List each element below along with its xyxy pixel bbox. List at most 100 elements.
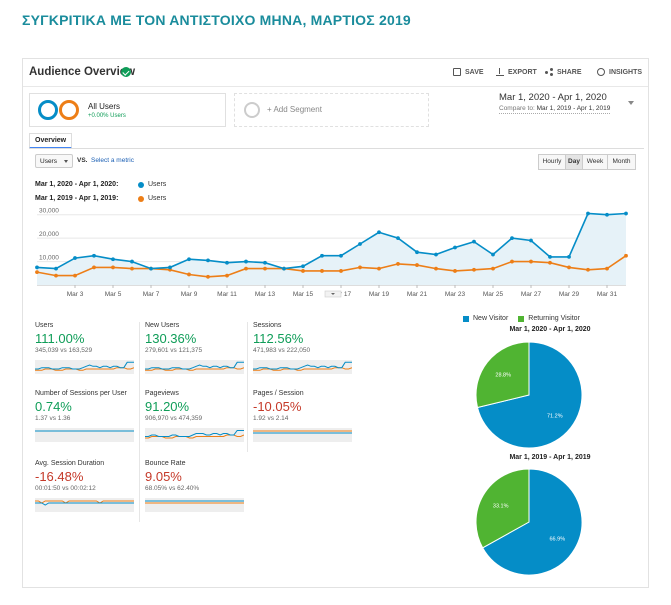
hourly-button[interactable]: Hourly (538, 154, 566, 170)
data-point-previous (130, 266, 134, 271)
metric-card[interactable]: Pages / Session -10.05% 1.92 vs 2.14 (253, 390, 359, 450)
pie-slice (475, 468, 530, 549)
save-button[interactable]: SAVE (453, 68, 484, 76)
series-area-current (37, 213, 626, 285)
x-tick-label: Mar 9 (181, 291, 198, 298)
metric-value: 112.56% (253, 331, 304, 346)
metric-comparison: 00:01:50 vs 00:02:12 (35, 485, 96, 492)
x-tick-label: Mar 11 (217, 291, 237, 298)
metric-name: New Users (145, 322, 180, 329)
x-tick-label: Mar 21 (407, 291, 428, 298)
export-button[interactable]: EXPORT (496, 68, 537, 76)
tab-overview[interactable]: Overview (29, 133, 73, 149)
data-point-current (54, 266, 58, 271)
data-point-current (434, 252, 438, 257)
sparkline-current (253, 361, 352, 370)
legend-previous-range: Mar 1, 2019 - Apr 1, 2019: (35, 195, 119, 202)
segment-label: All Users (88, 102, 121, 111)
x-tick-label: Mar 25 (483, 291, 504, 298)
data-point-current (111, 257, 115, 262)
select-metric-link[interactable]: Select a metric (91, 157, 134, 164)
metric-card[interactable]: Bounce Rate 9.05% 68.05% vs 62.40% (145, 460, 251, 520)
segment-all-users[interactable]: All Users +0.00% Users (29, 93, 226, 127)
data-point-current (263, 260, 267, 265)
metric-dropdown[interactable]: Users (35, 154, 73, 168)
data-point-current (130, 259, 134, 264)
share-icon (545, 68, 553, 76)
x-tick-label: Mar 7 (143, 291, 160, 298)
report-title: Audience Overview (29, 66, 136, 78)
x-tick-label: Mar 13 (255, 291, 276, 298)
metric-card[interactable]: Users 111.00% 345,039 vs 163,529 (35, 322, 141, 382)
metric-name: Bounce Rate (145, 460, 186, 467)
metric-card[interactable]: New Users 130.36% 279,601 vs 121,375 (145, 322, 251, 382)
data-point-previous (396, 262, 400, 266)
metric-value: 0.74% (35, 399, 72, 414)
data-point-current (396, 236, 400, 241)
metric-dropdown-value: Users (40, 158, 57, 165)
metric-card[interactable]: Sessions 112.56% 471,983 vs 222,050 (253, 322, 359, 382)
pie-slice-label: 28.8% (495, 373, 511, 379)
data-point-previous (111, 265, 115, 270)
data-point-current (168, 265, 172, 270)
data-point-current (567, 254, 571, 259)
share-button[interactable]: SHARE (545, 68, 582, 76)
metric-name: Sessions (253, 322, 282, 329)
data-point-current (453, 245, 457, 250)
pie-legend: New Visitor Returning Visitor (463, 315, 580, 322)
segment-circles-icon (38, 100, 82, 120)
metric-comparison: 345,039 vs 163,529 (35, 347, 93, 354)
data-point-previous (320, 269, 324, 273)
metric-name: Number of Sessions per User (35, 390, 127, 397)
metric-card[interactable]: Pageviews 91.20% 906,970 vs 474,359 (145, 390, 251, 450)
data-point-current (206, 258, 210, 263)
date-range-picker[interactable]: Mar 1, 2020 - Apr 1, 2020 Compare to: Ma… (499, 92, 611, 114)
metric-card[interactable]: Avg. Session Duration -16.48% 00:01:50 vs … (35, 460, 141, 520)
data-point-current (320, 253, 324, 258)
analytics-panel: Audience Overview SAVE EXPORT SHARE INSI… (22, 58, 649, 588)
data-point-previous (187, 272, 191, 277)
legend-swatch-new (463, 315, 469, 322)
data-point-current (339, 253, 343, 258)
download-icon (496, 68, 504, 76)
sparkline (35, 498, 134, 512)
legend-current-range: Mar 1, 2020 - Apr 1, 2020: (35, 181, 119, 188)
x-tick-label: Mar 19 (369, 291, 390, 298)
legend-dot-current (138, 182, 144, 188)
metric-value: 9.05% (145, 469, 182, 484)
add-segment-circle-icon (244, 102, 260, 118)
data-point-current (377, 230, 381, 235)
chevron-down-icon[interactable] (628, 101, 634, 105)
data-point-previous (453, 269, 457, 273)
data-point-current (244, 259, 248, 264)
y-tick-label: 10,000 (39, 255, 59, 262)
sparkline (145, 498, 244, 512)
data-point-previous (358, 265, 362, 270)
sparkline (145, 360, 244, 374)
pie-slice (476, 341, 583, 449)
data-point-previous (510, 259, 514, 264)
data-point-current (358, 242, 362, 246)
metric-card[interactable]: Number of Sessions per User 0.74% 1.37 vs … (35, 390, 141, 450)
insights-icon (597, 68, 605, 76)
week-button[interactable]: Week (582, 154, 608, 170)
data-point-current (92, 253, 96, 258)
month-button[interactable]: Month (607, 154, 636, 170)
add-segment-button[interactable]: + Add Segment (234, 93, 429, 127)
insights-button[interactable]: INSIGHTS (597, 68, 642, 76)
day-button[interactable]: Day (565, 154, 583, 170)
segment-change: +0.00% Users (88, 113, 126, 119)
y-tick-label: 30,000 (39, 208, 59, 215)
x-tick-label: Mar 5 (105, 291, 122, 298)
data-point-current (301, 264, 305, 269)
data-point-previous (548, 260, 552, 265)
metric-name: Users (35, 322, 54, 329)
data-point-previous (586, 267, 590, 272)
data-point-previous (339, 269, 343, 273)
legend-series-current: Users (148, 181, 167, 188)
metric-comparison: 279,601 vs 121,375 (145, 347, 203, 354)
sparkline (253, 360, 352, 374)
legend-dot-previous (138, 196, 144, 202)
metric-comparison: 68.05% vs 62.40% (145, 485, 200, 492)
metric-comparison: 471,983 vs 222,050 (253, 347, 311, 354)
